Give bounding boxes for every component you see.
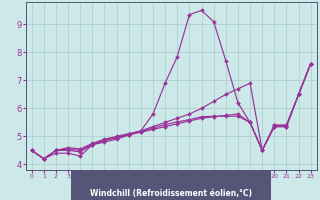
Text: Windchill (Refroidissement éolien,°C): Windchill (Refroidissement éolien,°C) [90,189,252,198]
X-axis label: Windchill (Refroidissement éolien,°C): Windchill (Refroidissement éolien,°C) [0,199,1,200]
